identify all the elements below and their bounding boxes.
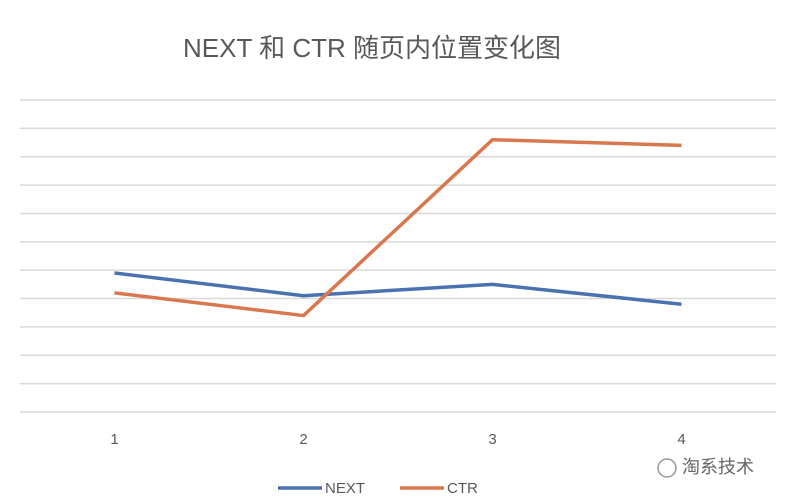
line — [114, 271, 682, 306]
line — [114, 137, 682, 318]
x-tick-label: 2 — [299, 431, 307, 448]
legend-label: NEXT — [325, 480, 365, 497]
watermark-text: 淘系技术 — [682, 457, 754, 477]
legend-label: CTR — [447, 480, 478, 497]
watermark: 淘系技术 — [657, 457, 754, 478]
x-tick-label: 4 — [677, 431, 685, 448]
x-tick-label: 1 — [110, 431, 118, 448]
watermark-icon — [657, 458, 677, 478]
chart-title: NEXT 和 CTR 随页内位置变化图 — [183, 33, 561, 63]
x-tick-label: 3 — [488, 431, 496, 448]
